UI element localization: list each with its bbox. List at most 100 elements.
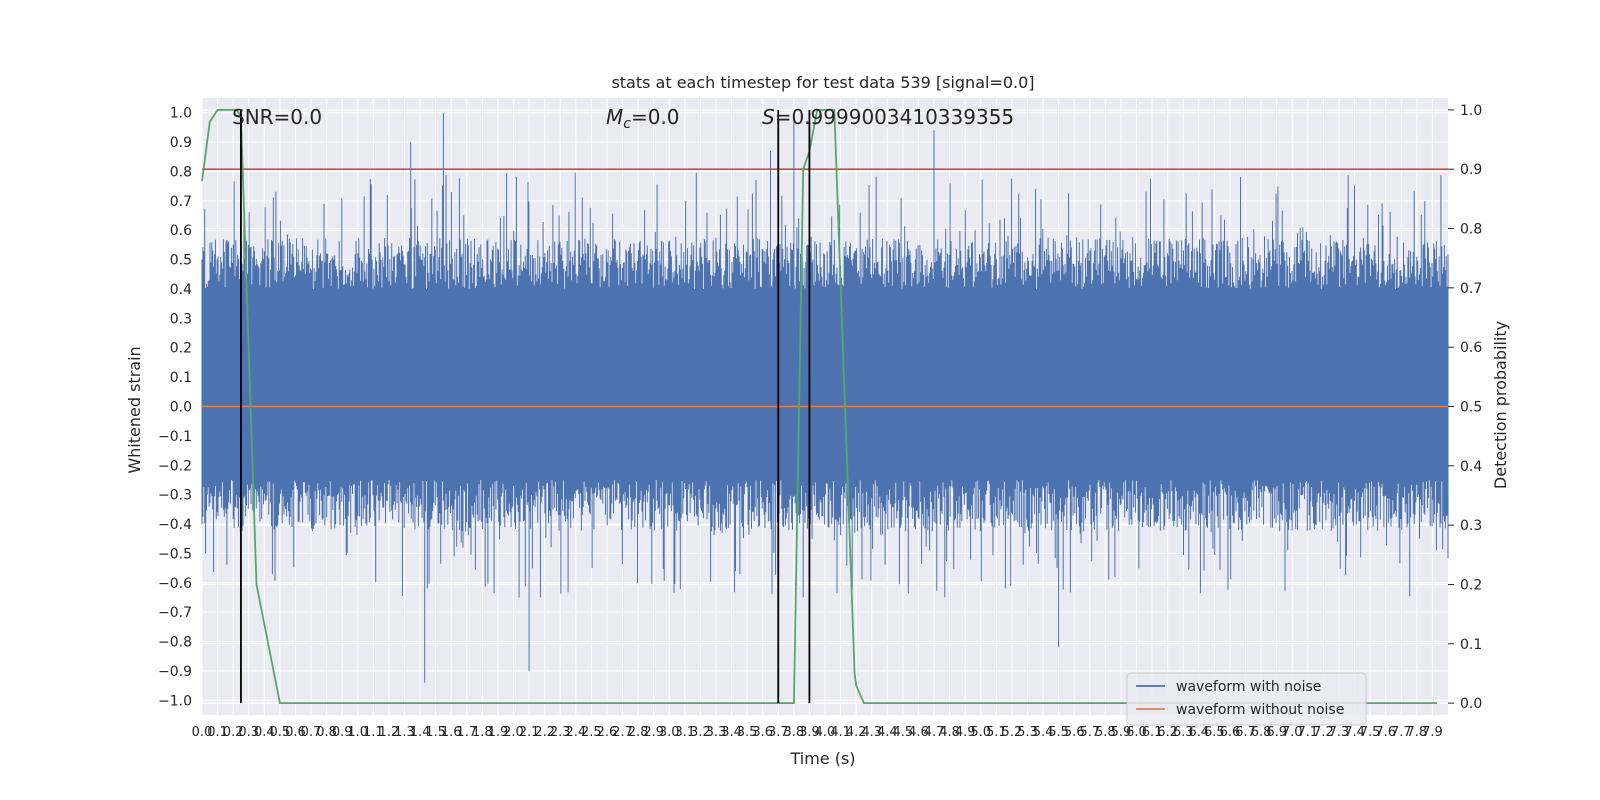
annotation-chirp-mass-symbol: M bbox=[606, 105, 623, 129]
legend-box bbox=[1126, 672, 1367, 726]
x-tick-label-53: 5.3 bbox=[1017, 725, 1038, 740]
annotation-score-value: =0.9999003410339355 bbox=[775, 105, 1014, 129]
y-tick-label-14: 0.4 bbox=[170, 282, 192, 298]
y-tick-label-16: 0.6 bbox=[170, 223, 192, 239]
x-tick-label-0: 0.0 bbox=[192, 725, 213, 740]
x-tick-label-27: 2.7 bbox=[612, 725, 633, 740]
x-tick-label-13: 1.3 bbox=[394, 725, 415, 740]
probability-trace bbox=[201, 109, 1438, 704]
y-tick-label-8: −0.2 bbox=[158, 458, 192, 474]
x-tick-label-78: 7.8 bbox=[1407, 725, 1428, 740]
x-tick-label-30: 3.0 bbox=[659, 725, 680, 740]
x-tick-label-33: 3.3 bbox=[706, 725, 727, 740]
y2-tick-label-7: 0.7 bbox=[1460, 281, 1482, 297]
y-tick-label-2: −0.8 bbox=[158, 635, 192, 651]
x-tick-label-44: 4.4 bbox=[877, 725, 898, 740]
x-tick-label-38: 3.8 bbox=[784, 725, 805, 740]
y2-tick-label-6: 0.6 bbox=[1460, 340, 1482, 356]
x-tick-label-14: 1.4 bbox=[410, 725, 431, 740]
y2-tick-label-4: 0.4 bbox=[1460, 459, 1482, 475]
x-axis-label: Time (s) bbox=[789, 749, 855, 768]
x-tick-label-15: 1.5 bbox=[425, 725, 446, 740]
x-tick-label-37: 3.7 bbox=[768, 725, 789, 740]
vertical-markers bbox=[240, 109, 811, 704]
x-tick-label-2: 0.2 bbox=[223, 725, 244, 740]
x-tick-label-48: 4.8 bbox=[939, 725, 960, 740]
y-tick-label-4: −0.6 bbox=[158, 576, 192, 592]
x-tick-label-6: 0.6 bbox=[285, 725, 306, 740]
x-tick-label-76: 7.6 bbox=[1375, 725, 1396, 740]
y2-tick-label-3: 0.3 bbox=[1460, 518, 1482, 534]
y2-tick-label-9: 0.9 bbox=[1460, 162, 1482, 178]
x-tick-label-42: 4.2 bbox=[846, 725, 867, 740]
legend-label-clean: waveform without noise bbox=[1176, 702, 1344, 718]
x-tick-label-57: 5.7 bbox=[1079, 725, 1100, 740]
y-tick-label-7: −0.3 bbox=[158, 488, 192, 504]
x-tick-label-35: 3.5 bbox=[737, 725, 758, 740]
x-tick-label-62: 6.2 bbox=[1157, 725, 1178, 740]
x-tick-label-67: 6.7 bbox=[1235, 725, 1256, 740]
x-tick-label-79: 7.9 bbox=[1422, 725, 1443, 740]
x-tick-label-26: 2.6 bbox=[597, 725, 618, 740]
x-tick-label-10: 1.0 bbox=[347, 725, 368, 740]
x-tick-label-50: 5.0 bbox=[970, 725, 991, 740]
x-tick-label-22: 2.2 bbox=[534, 725, 555, 740]
x-tick-label-21: 2.1 bbox=[519, 725, 540, 740]
x-tick-label-16: 1.6 bbox=[441, 725, 462, 740]
y-tick-label-1: −0.9 bbox=[158, 664, 192, 680]
y-tick-label-6: −0.4 bbox=[158, 517, 192, 533]
y-axis-tick-labels: −1.0 −0.9 −0.8 −0.7 −0.6 −0.5 −0.4 −0.3 −0.2 −0.1… bbox=[158, 106, 192, 710]
x-tick-label-20: 2.0 bbox=[503, 725, 524, 740]
x-tick-label-18: 1.8 bbox=[472, 725, 493, 740]
x-tick-label-19: 1.9 bbox=[488, 725, 509, 740]
y2-tick-label-5: 0.5 bbox=[1460, 400, 1482, 416]
x-tick-label-36: 3.6 bbox=[752, 725, 773, 740]
annotation-chirp-mass-subscript: c bbox=[623, 116, 631, 132]
x-tick-label-74: 7.4 bbox=[1344, 725, 1365, 740]
y-tick-label-10: 0.0 bbox=[170, 400, 192, 416]
annotation-chirp-mass-value: =0.0 bbox=[631, 105, 680, 129]
series-waveform-with-noise bbox=[201, 112, 1449, 683]
x-tick-label-45: 4.5 bbox=[893, 725, 914, 740]
x-tick-label-52: 5.2 bbox=[1002, 725, 1023, 740]
x-tick-label-65: 6.5 bbox=[1204, 725, 1225, 740]
x-tick-label-71: 7.1 bbox=[1297, 725, 1318, 740]
y2-tick-label-0: 0.0 bbox=[1460, 696, 1482, 712]
noise-trace bbox=[201, 112, 1449, 683]
x-tick-label-72: 7.2 bbox=[1313, 725, 1334, 740]
x-tick-label-5: 0.5 bbox=[270, 725, 291, 740]
x-tick-label-51: 5.1 bbox=[986, 725, 1007, 740]
x-tick-label-12: 1.2 bbox=[379, 725, 400, 740]
x-tick-label-68: 6.8 bbox=[1251, 725, 1272, 740]
y2-tick-label-10: 1.0 bbox=[1460, 103, 1482, 119]
y-tick-label-18: 0.8 bbox=[170, 164, 192, 180]
x-tick-label-7: 0.7 bbox=[301, 725, 322, 740]
x-tick-label-64: 6.4 bbox=[1188, 725, 1209, 740]
x-tick-label-29: 2.9 bbox=[643, 725, 664, 740]
x-tick-label-47: 4.7 bbox=[924, 725, 945, 740]
x-axis-tick-labels: 0.00.10.20.30.40.50.60.70.80.91.01.11.21… bbox=[192, 725, 1443, 740]
x-tick-label-73: 7.3 bbox=[1329, 725, 1350, 740]
x-tick-label-40: 4.0 bbox=[815, 725, 836, 740]
x-tick-label-56: 5.6 bbox=[1064, 725, 1085, 740]
x-tick-label-8: 0.8 bbox=[316, 725, 337, 740]
x-tick-label-46: 4.6 bbox=[908, 725, 929, 740]
x-tick-label-34: 3.4 bbox=[721, 725, 742, 740]
x-tick-label-58: 5.8 bbox=[1095, 725, 1116, 740]
y2-axis-label: Detection probability bbox=[1491, 321, 1510, 489]
x-tick-label-23: 2.3 bbox=[550, 725, 571, 740]
x-tick-label-11: 1.1 bbox=[363, 725, 384, 740]
annotation-chirp-mass: Mc=0.0 bbox=[606, 105, 680, 132]
y2-axis-tick-labels: 0.0 0.1 0.2 0.3 0.4 0.5 0.6 0.7 0.8 0.9 1.0 bbox=[1448, 103, 1482, 712]
y2-tick-label-1: 0.1 bbox=[1460, 637, 1482, 653]
x-tick-label-1: 0.1 bbox=[207, 725, 228, 740]
y-tick-label-12: 0.2 bbox=[170, 341, 192, 357]
y-tick-label-9: −0.1 bbox=[158, 429, 192, 445]
chart-title: stats at each timestep for test data 539… bbox=[611, 73, 1034, 92]
x-tick-label-55: 5.5 bbox=[1048, 725, 1069, 740]
x-tick-label-25: 2.5 bbox=[581, 725, 602, 740]
x-tick-label-9: 0.9 bbox=[332, 725, 353, 740]
x-tick-label-41: 4.1 bbox=[830, 725, 851, 740]
x-tick-label-66: 6.6 bbox=[1220, 725, 1241, 740]
